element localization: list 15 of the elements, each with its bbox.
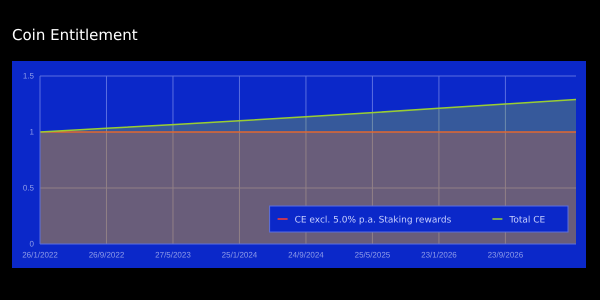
- legend-label: Total CE: [508, 216, 546, 226]
- legend-label: CE excl. 5.0% p.a. Staking rewards: [294, 216, 452, 226]
- x-tick-label: 25/5/2025: [354, 250, 391, 260]
- y-tick-label: 1.5: [22, 72, 35, 81]
- x-tick-label: 23/1/2026: [421, 250, 458, 260]
- x-tick-label: 27/5/2023: [155, 250, 192, 260]
- x-tick-label: 26/1/2022: [22, 250, 58, 260]
- x-tick-label: 25/1/2024: [222, 250, 258, 260]
- x-tick-label: 24/9/2024: [288, 250, 324, 260]
- chart-title: Coin Entitlement: [12, 26, 138, 44]
- y-tick-label: 1: [30, 128, 35, 137]
- y-tick-label: 0.5: [22, 184, 35, 193]
- x-tick-label: 23/9/2026: [488, 250, 524, 260]
- y-tick-label: 0: [30, 240, 35, 249]
- x-tick-label: 26/9/2022: [88, 250, 125, 260]
